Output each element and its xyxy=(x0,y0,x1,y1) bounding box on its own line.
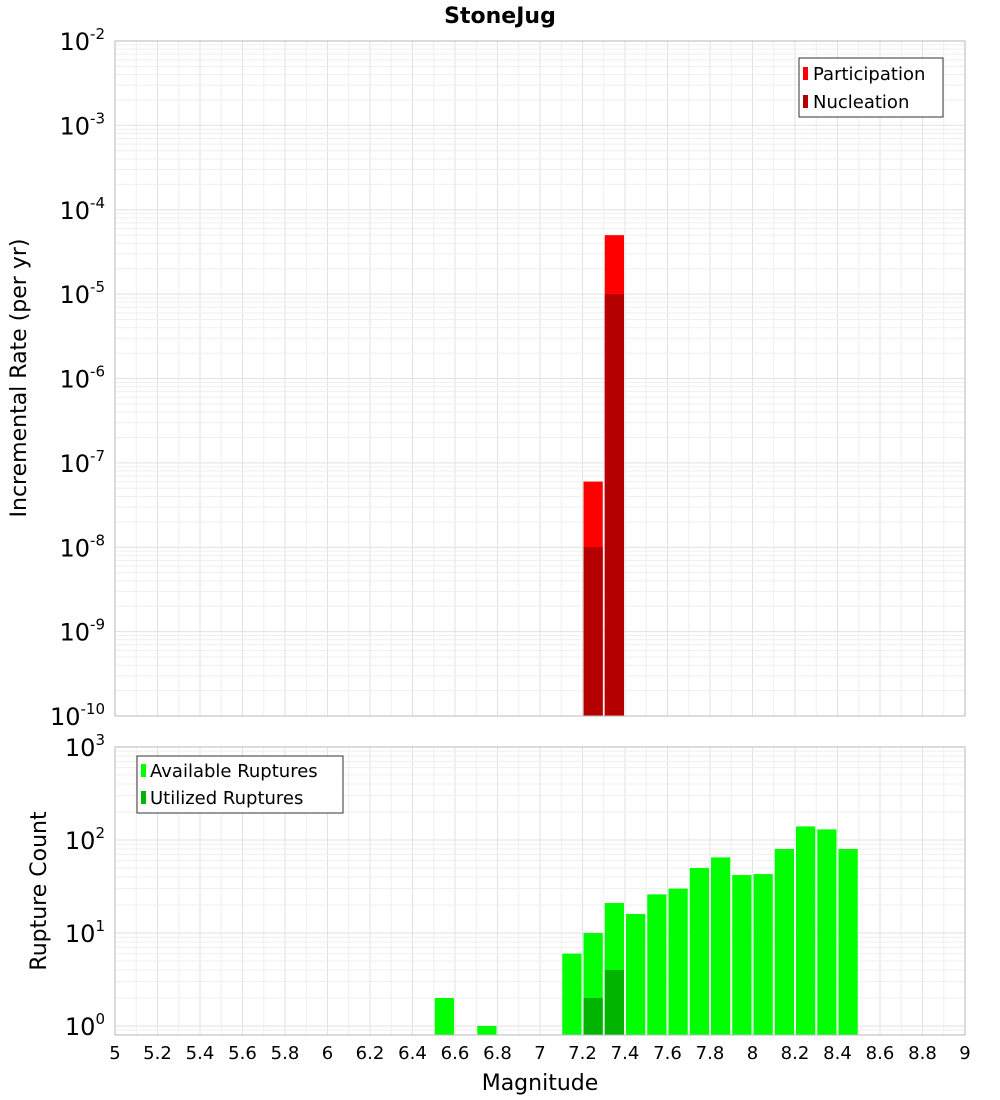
count-y-tick-label: 100 xyxy=(65,1010,105,1041)
rate-y-axis-title: Incremental Rate (per yr) xyxy=(7,239,32,518)
count-available-ruptures-bar xyxy=(562,953,582,1035)
magnitude-tick-label: 7.4 xyxy=(611,1043,640,1064)
count-y-tick-label: 102 xyxy=(65,824,105,855)
count-y-tick-label: 103 xyxy=(65,731,105,762)
nucleation-legend-label: Nucleation xyxy=(813,92,909,113)
rate-y-tick-label: 10-6 xyxy=(59,363,105,394)
magnitude-tick-label: 6 xyxy=(322,1043,333,1064)
count-y-tick-labels: 100 101 102 103 xyxy=(65,731,105,1041)
count-available-ruptures-bar xyxy=(732,875,752,1035)
count-utilized-ruptures-bar xyxy=(604,969,624,1035)
rate-panel: 10-2 10-3 10-4 10-5 10-6 10-7 10-8 10-9 10-10 In… xyxy=(7,25,966,731)
rate-nucleation-bar xyxy=(583,547,603,716)
count-y-tick-label: 101 xyxy=(65,917,105,948)
magnitude-tick-label: 6.4 xyxy=(398,1043,427,1064)
count-legend: Available Ruptures Utilized Ruptures xyxy=(136,755,344,814)
magnitude-tick-label: 7 xyxy=(534,1043,545,1064)
count-available-ruptures-bar xyxy=(626,914,646,1035)
rate-y-tick-label: 10-10 xyxy=(50,700,105,731)
magnitude-tick-label: 7.8 xyxy=(696,1043,725,1064)
count-available-ruptures-bar xyxy=(817,829,837,1035)
count-available-ruptures-bar xyxy=(711,857,731,1035)
count-legend-box xyxy=(136,755,344,814)
available-legend-swatch xyxy=(141,764,146,777)
count-available-ruptures-bar xyxy=(774,849,794,1035)
rate-bars xyxy=(583,235,624,716)
count-available-ruptures-bar xyxy=(647,894,667,1035)
magnitude-tick-label: 8.4 xyxy=(823,1043,852,1064)
rate-y-tick-label: 10-3 xyxy=(59,109,105,140)
rate-y-tick-label: 10-5 xyxy=(59,278,105,309)
magnitude-tick-label: 8 xyxy=(747,1043,758,1064)
magnitude-tick-label: 8.2 xyxy=(781,1043,810,1064)
available-legend-label: Available Ruptures xyxy=(150,761,318,782)
count-panel: 100 101 102 103 5 5.2 5.4 5.6 5.8 6 6.2 6.4 6.6 6.8 7… xyxy=(27,731,971,1096)
count-available-ruptures-bar xyxy=(753,874,773,1035)
rate-nucleation-bar xyxy=(604,294,624,716)
count-available-ruptures-bar xyxy=(434,997,454,1035)
rate-y-tick-label: 10-4 xyxy=(59,194,105,225)
rate-y-tick-label: 10-8 xyxy=(59,531,105,562)
magnitude-tick-label: 7.2 xyxy=(568,1043,597,1064)
magnitude-x-axis-title: Magnitude xyxy=(482,1071,599,1096)
utilized-legend-swatch xyxy=(141,791,146,804)
magnitude-tick-label: 5.6 xyxy=(228,1043,257,1064)
magnitude-tick-label: 9 xyxy=(959,1043,970,1064)
magnitude-tick-label: 8.6 xyxy=(866,1043,895,1064)
count-available-ruptures-bar xyxy=(668,888,688,1035)
magnitude-tick-label: 5 xyxy=(109,1043,120,1064)
magnitude-tick-label: 5.2 xyxy=(143,1043,172,1064)
magnitude-tick-label: 6.8 xyxy=(483,1043,512,1064)
magnitude-tick-label: 5.4 xyxy=(186,1043,215,1064)
magnitude-tick-label: 5.8 xyxy=(271,1043,300,1064)
count-y-axis-title: Rupture Count xyxy=(27,811,52,971)
count-bars xyxy=(434,826,858,1035)
rate-legend: Participation Nucleation xyxy=(798,57,944,118)
magnitude-x-tick-labels: 5 5.2 5.4 5.6 5.8 6 6.2 6.4 6.6 6.8 7 7.2 7.4 7.6 7.8 8… xyxy=(109,1043,970,1064)
participation-legend-swatch xyxy=(803,67,808,80)
count-available-ruptures-bar xyxy=(838,849,858,1035)
chart-title: StoneJug xyxy=(444,4,556,29)
rate-y-tick-label: 10-7 xyxy=(59,447,105,478)
magnitude-tick-label: 8.8 xyxy=(908,1043,937,1064)
count-utilized-ruptures-bar xyxy=(583,997,603,1035)
rate-legend-box xyxy=(798,57,944,118)
count-available-ruptures-bar xyxy=(796,826,816,1035)
count-available-ruptures-bar xyxy=(689,867,709,1035)
magnitude-tick-label: 7.6 xyxy=(653,1043,682,1064)
participation-legend-label: Participation xyxy=(813,64,925,85)
count-available-ruptures-bar xyxy=(477,1025,497,1035)
rate-y-tick-label: 10-2 xyxy=(59,25,105,56)
rate-y-tick-label: 10-9 xyxy=(59,616,105,647)
rate-gridlines xyxy=(114,40,966,717)
utilized-legend-label: Utilized Ruptures xyxy=(150,788,303,809)
magnitude-tick-label: 6.2 xyxy=(356,1043,385,1064)
rate-y-tick-labels: 10-2 10-3 10-4 10-5 10-6 10-7 10-8 10-9 10-10 xyxy=(50,25,105,731)
magnitude-tick-label: 6.6 xyxy=(441,1043,470,1064)
nucleation-legend-swatch xyxy=(803,95,808,108)
